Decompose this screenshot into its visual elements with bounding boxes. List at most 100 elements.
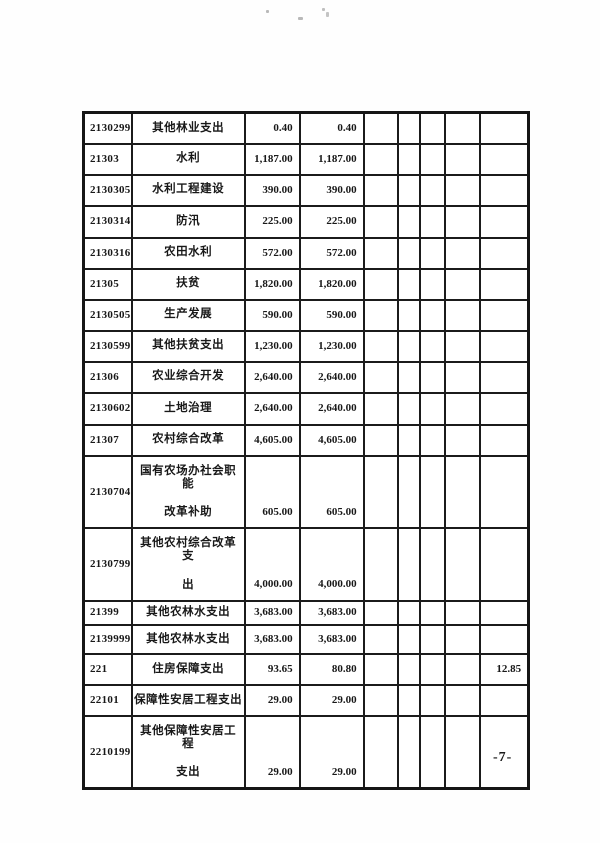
empty-cell [443,527,481,602]
extra-amount-cell [478,599,530,626]
amount-cell: 4,000.00 [243,527,301,602]
empty-cell [396,527,421,602]
empty-cell [418,298,446,332]
amount-cell: 93.65 [243,652,301,686]
empty-cell [418,360,446,394]
empty-cell [443,142,481,176]
amount-cell: 4,000.00 [298,527,365,602]
empty-cell [396,714,421,790]
name-line: 扶贫 [176,277,201,290]
empty-cell [362,391,399,426]
extra-amount-cell [478,683,530,717]
amount-cell: 1,230.00 [243,329,301,363]
empty-cell [362,236,399,270]
amount-cell: 29.00 [298,683,365,717]
amount-cell: 29.00 [243,683,301,717]
name-line: 生产发展 [164,308,213,321]
code-cell: 2130314 [82,204,133,239]
code-cell: 2130602 [82,391,133,426]
amount-cell: 1,820.00 [243,267,301,301]
table-row: 2130505 生产发展 590.00 590.00 [82,298,530,332]
empty-cell [362,683,399,717]
empty-cell [362,714,399,790]
extra-amount-cell: 12.85 [478,652,530,686]
amount-cell: 2,640.00 [298,391,365,426]
name-cell: 其他农村综合改革支出 [130,527,246,602]
amount-cell: 80.80 [298,652,365,686]
table-row: 2130305 水利工程建设 390.00 390.00 [82,173,530,207]
table-row: 21305 扶贫 1,820.00 1,820.00 [82,267,530,301]
name-line: 其他农林水支出 [146,606,231,619]
name-line: 其他农村综合改革支 [140,537,237,563]
name-cell: 农村综合改革 [130,423,246,457]
empty-cell [418,527,446,602]
empty-cell [443,423,481,457]
extra-amount-cell [478,236,530,270]
empty-cell [396,267,421,301]
empty-cell [362,599,399,626]
code-cell: 21305 [82,267,133,301]
name-line: 住房保障支出 [152,662,225,675]
code-cell: 2210199 [82,714,133,790]
amount-cell: 590.00 [243,298,301,332]
empty-cell [362,360,399,394]
amount-cell: 3,683.00 [243,599,301,626]
amount-cell: 1,187.00 [298,142,365,176]
extra-amount-cell [478,423,530,457]
amount-cell: 572.00 [298,236,365,270]
name-cell: 保障性安居工程支出 [130,683,246,717]
empty-cell [443,298,481,332]
empty-cell [418,454,446,530]
empty-cell [418,714,446,790]
name-line: 保障性安居工程支出 [134,693,243,706]
extra-amount-cell [478,329,530,363]
amount-cell: 0.40 [243,111,301,145]
amount-cell: 605.00 [298,454,365,530]
empty-cell [443,329,481,363]
code-cell: 2130299 [82,111,133,145]
extra-amount-cell [478,391,530,426]
empty-cell [362,527,399,602]
empty-cell [362,173,399,207]
code-cell: 2130316 [82,236,133,270]
empty-cell [362,142,399,176]
name-line: 农业综合开发 [152,370,225,383]
empty-cell [418,267,446,301]
empty-cell [396,652,421,686]
empty-cell [362,329,399,363]
name-line: 土地治理 [164,401,213,414]
empty-cell [443,652,481,686]
amount-cell: 29.00 [243,714,301,790]
name-line: 出 [182,578,195,591]
empty-cell [443,204,481,239]
table-row: 2130799 其他农村综合改革支出 4,000.00 4,000.00 [82,527,530,602]
code-cell: 2130599 [82,329,133,363]
empty-cell [396,454,421,530]
extra-amount-cell [478,298,530,332]
empty-cell [396,599,421,626]
scan-artifact [266,10,269,13]
empty-cell [396,623,421,655]
table-row: 22101 保障性安居工程支出 29.00 29.00 [82,683,530,717]
name-cell: 农业综合开发 [130,360,246,394]
amount-cell: 3,683.00 [298,623,365,655]
code-cell: 2130799 [82,527,133,602]
amount-cell: 4,605.00 [243,423,301,457]
name-line: 其他林业支出 [152,121,225,134]
amount-cell: 1,187.00 [243,142,301,176]
budget-table-body: 2130299 其他林业支出 0.40 0.40 21303 水利 1,187.00 1,18… [82,111,530,790]
empty-cell [418,423,446,457]
empty-cell [418,599,446,626]
name-line: 其他扶贫支出 [152,339,225,352]
table-row: 2139999 其他农林水支出 3,683.00 3,683.00 [82,623,530,655]
name-cell: 水利 [130,142,246,176]
table-row: 221 住房保障支出 93.65 80.80 12.85 [82,652,530,686]
amount-cell: 2,640.00 [298,360,365,394]
name-line: 改革补助 [164,505,213,518]
empty-cell [443,267,481,301]
amount-cell: 390.00 [298,173,365,207]
budget-table: 2130299 其他林业支出 0.40 0.40 21303 水利 1,187.00 1,18… [82,111,531,791]
table-row: 2130704 国有农场办社会职能 改革补助 605.00 605.00 [82,454,530,530]
name-cell: 其他农林水支出 [130,599,246,626]
table-row: 2130316 农田水利 572.00 572.00 [82,236,530,270]
